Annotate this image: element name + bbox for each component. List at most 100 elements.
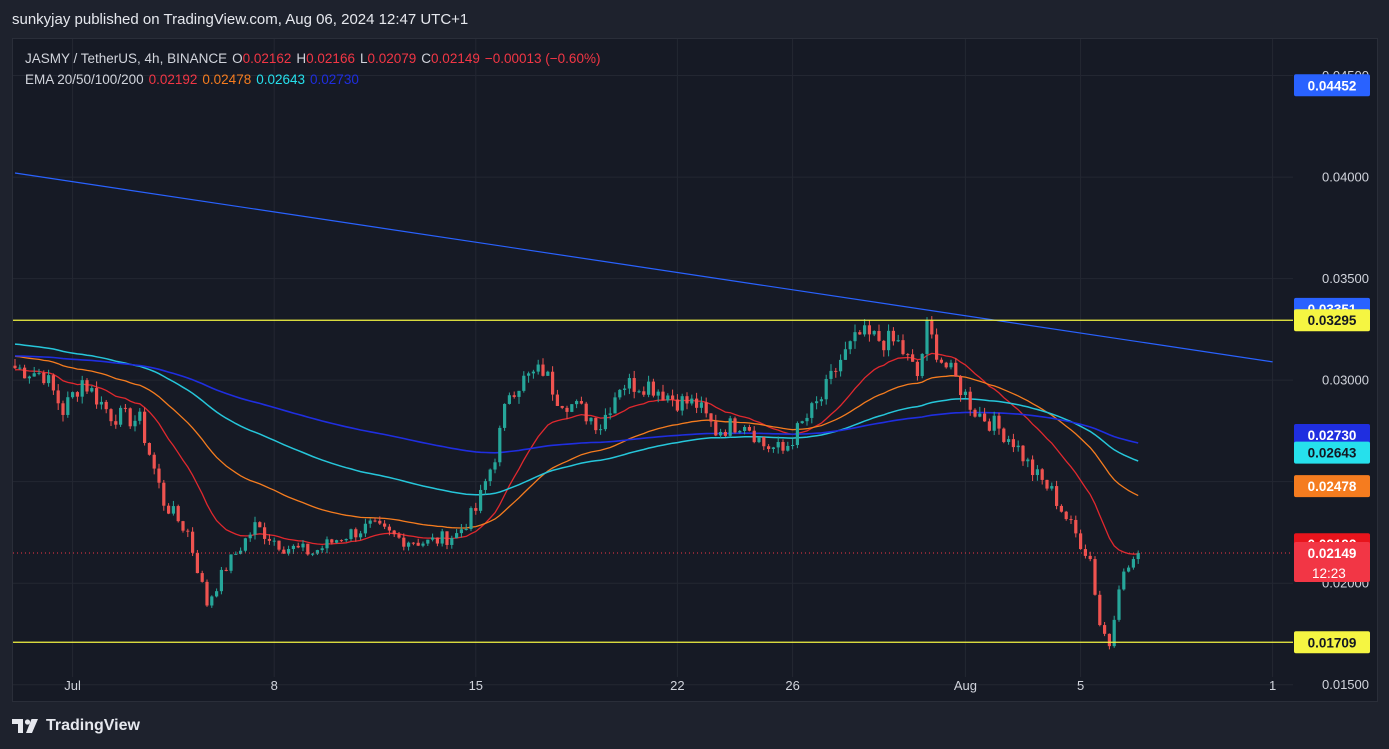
ema100-line [14,343,1139,496]
candle [762,436,766,451]
y-tick-label: 0.03000 [1322,373,1369,388]
candle [930,316,934,339]
candle-body [325,539,329,549]
candle-body [152,454,156,469]
candle-body [445,531,449,545]
close-field: C0.02149 [421,48,480,69]
candle [882,339,886,357]
candle [560,405,564,410]
candle-body [522,375,526,391]
candle-body [1136,552,1140,560]
candle-body [109,409,113,422]
candle [675,394,679,413]
candle [397,531,401,539]
candle-body [315,550,319,554]
candle [704,397,708,418]
candle [1127,565,1131,573]
candle [426,539,430,546]
brand-name[interactable]: TradingView [46,717,140,734]
candle [493,458,497,474]
candle [27,375,31,384]
candle [162,479,166,511]
candle-body [435,537,439,544]
candle [1045,479,1049,491]
candle [1007,435,1011,445]
candle-body [301,543,305,548]
candle-body [219,569,223,592]
candle-body [407,542,411,547]
price-badge-bg [1294,631,1370,654]
candle-body [608,413,612,415]
candle-body [162,482,166,506]
candle [1040,468,1044,485]
candle-body [901,340,905,355]
candle [603,408,607,432]
candle [488,468,492,486]
candle-body [1112,619,1116,647]
candle-body [747,426,751,431]
price-chart[interactable]: 0.045000.040000.035000.030000.025000.020… [13,39,1378,702]
candle-body [66,397,70,415]
tradingview-logo-icon [12,719,38,733]
candle [306,543,310,556]
candle [104,399,108,414]
candle-body [95,388,99,405]
candle [171,500,175,516]
candle [925,317,929,361]
candle [1083,544,1087,559]
candle [210,595,214,608]
candle-body [786,445,790,451]
price-badge-bg [1294,74,1370,97]
candle [407,541,411,551]
candle-body [128,408,132,427]
candle [656,389,660,403]
candle [243,537,247,553]
price-badge-bg [1294,423,1370,446]
candle [147,442,151,456]
candle [575,399,579,409]
candle-body [167,505,171,514]
candle [877,324,881,342]
candle-body [527,373,531,376]
symbol-label[interactable]: JASMY / TetherUS, 4h, BINANCE [25,51,228,66]
candle [387,524,391,536]
ema200-line [14,355,1139,454]
candle [579,396,583,405]
candle-body [383,523,387,527]
high-field: H0.02166 [296,48,355,69]
candle [512,391,516,399]
candle-body [147,443,151,455]
candle-body [661,391,665,401]
candle-body [551,371,555,395]
high-label: H [296,51,307,66]
candle [291,544,295,555]
candle [195,549,199,574]
candle [66,391,70,418]
candle-body [603,414,607,430]
candle [978,406,982,418]
candle-body [839,359,843,372]
candle [781,439,785,454]
candle-body [267,538,271,541]
candle [90,385,94,393]
price-badge-text: 0.02149 [1308,546,1357,561]
x-tick-label: Aug [954,678,977,693]
candle [287,545,291,556]
chart-panel[interactable]: 0.045000.040000.035000.030000.025000.020… [12,38,1378,702]
candle-body [877,331,881,341]
candle-body [1117,589,1121,620]
candle-body [935,334,939,360]
ema-label[interactable]: EMA 20/50/100/200 [25,72,144,87]
candle-body [339,540,343,542]
candle-body [363,523,367,534]
candle-body [512,395,516,397]
candle-body [728,418,732,436]
candle [747,424,751,432]
candle-body [834,370,838,372]
candle [219,566,223,595]
x-tick-label: 1 [1269,678,1276,693]
candle-body [896,340,900,342]
candle-body [277,540,281,550]
candle-body [613,397,617,414]
candle [1011,433,1015,453]
